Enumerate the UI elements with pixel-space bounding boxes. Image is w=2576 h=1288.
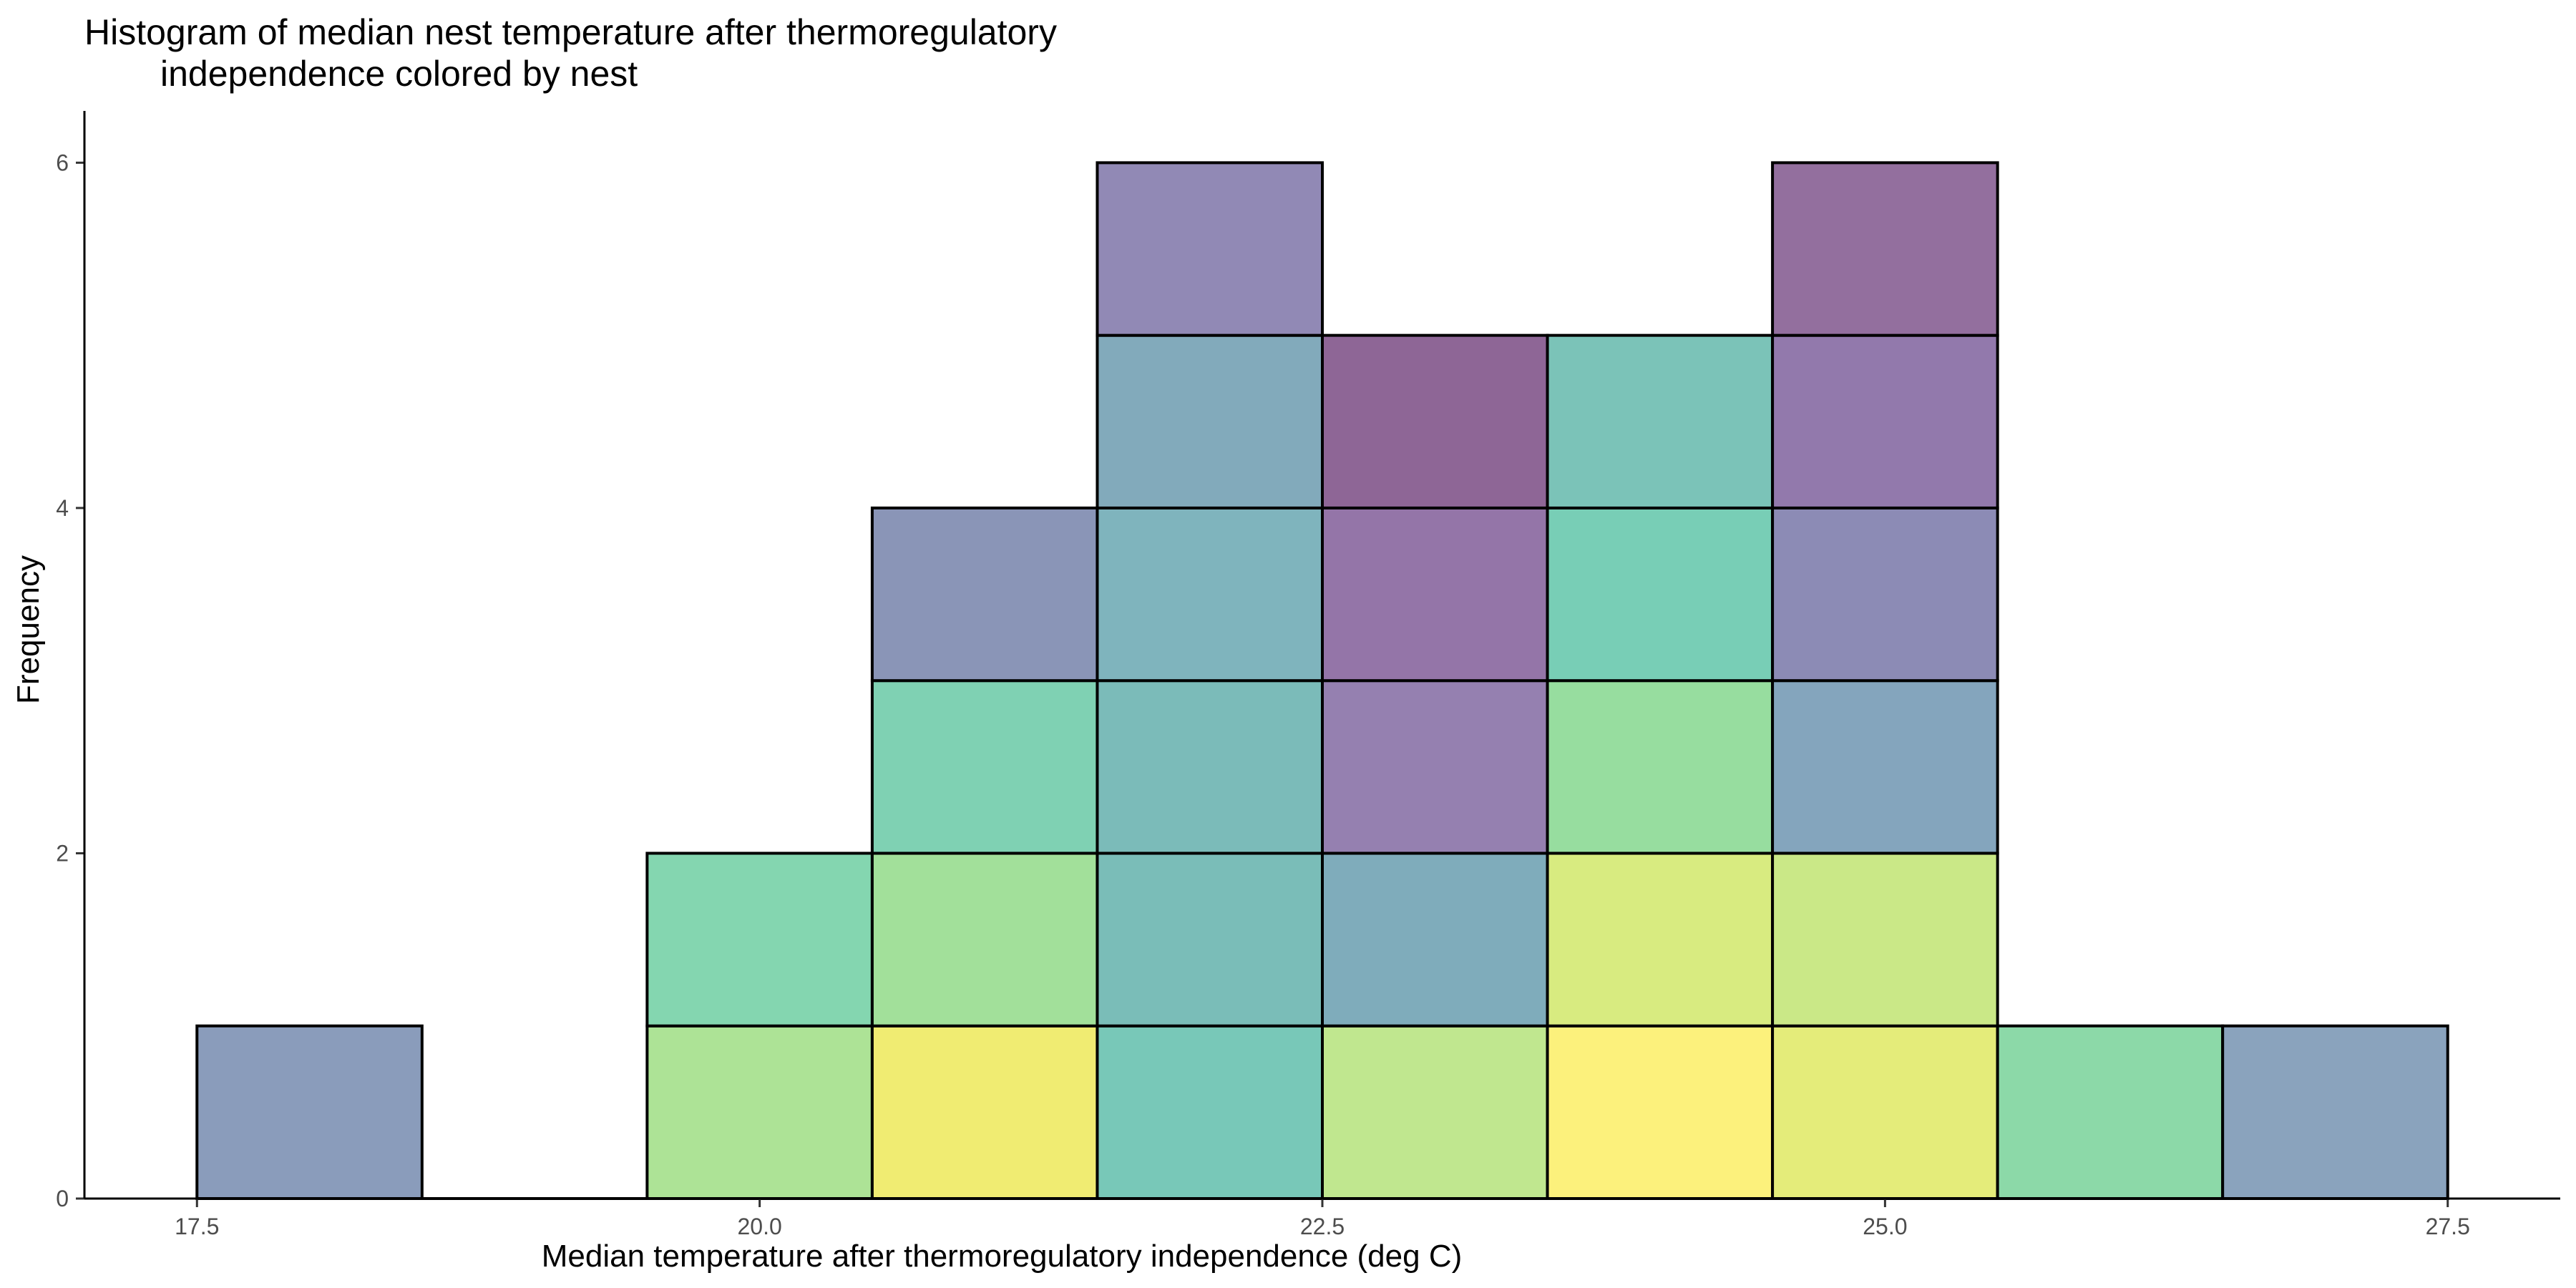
chart-title-line-2: independence colored by nest [160,54,638,94]
bar-segment [2221,1024,2449,1200]
bar-segment [1771,333,1999,509]
bar-segment [1096,333,1324,509]
bar-segment [1546,506,1775,683]
bar-segment [1546,679,1775,855]
bar-segment [1096,852,1324,1028]
bars-layer [195,161,2449,1200]
x-tick-label: 20.0 [737,1214,781,1239]
x-tick-label: 27.5 [2426,1214,2470,1239]
bar-segment [1321,333,1549,509]
bar-segment [1321,506,1549,683]
y-axis-ticks: 0 2 4 6 [56,150,84,1211]
bar-segment [1096,161,1324,337]
bar-segment [645,852,874,1028]
bar-segment [870,679,1099,855]
bar-segment [1771,1024,1999,1200]
bar-segment [1321,852,1549,1028]
bar-segment [1546,333,1775,509]
x-tick-label: 17.5 [175,1214,219,1239]
chart-title-line-1: Histogram of median nest temperature aft… [84,12,1057,52]
y-tick-label: 2 [56,840,69,866]
bar-segment [1546,1024,1775,1200]
x-tick-label: 22.5 [1300,1214,1345,1239]
y-tick-label: 6 [56,150,69,175]
bar-segment [1096,506,1324,683]
bar-segment [1321,679,1549,855]
y-tick-label: 4 [56,495,69,521]
bar-segment [870,1024,1099,1200]
bar-segment [1546,852,1775,1028]
y-tick-label: 0 [56,1186,69,1211]
x-axis-ticks: 17.5 20.0 22.5 25.0 27.5 [175,1199,2470,1239]
bar-segment [1321,1024,1549,1200]
bar-segment [1771,506,1999,683]
bar-segment [1096,1024,1324,1200]
bar-segment [1771,161,1999,337]
bar-segment [645,1024,874,1200]
bar-segment [1996,1024,2225,1200]
bar-segment [1771,852,1999,1028]
bar-segment [870,506,1099,683]
x-tick-label: 25.0 [1863,1214,1907,1239]
bar-segment [1096,679,1324,855]
bar-segment [195,1024,424,1200]
chart-title: Histogram of median nest temperature aft… [84,12,1057,94]
y-axis-title: Frequency [11,555,46,704]
bar-segment [1771,679,1999,855]
x-axis-title: Median temperature after thermoregulator… [542,1239,1463,1274]
bar-segment [870,852,1099,1028]
